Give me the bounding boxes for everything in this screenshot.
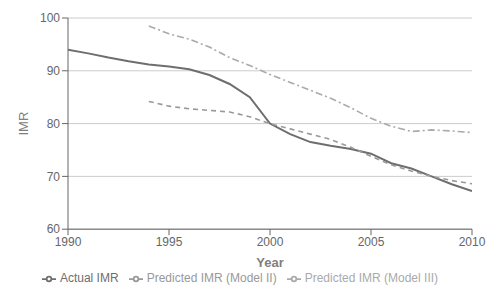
html-text:Actual IMR: Actual IMR xyxy=(59,271,119,286)
svg-text:100: 100 xyxy=(40,11,60,25)
svg-text:1995: 1995 xyxy=(156,235,183,249)
svg-text:Year: Year xyxy=(256,255,283,270)
svg-text:2000: 2000 xyxy=(257,235,284,249)
html-text:Predicted IMR (Model III): Predicted IMR (Model III) xyxy=(304,271,438,286)
svg-text:IMR: IMR xyxy=(16,112,31,136)
svg-text:2010: 2010 xyxy=(459,235,486,249)
svg-text:70: 70 xyxy=(47,170,61,184)
svg-text:60: 60 xyxy=(47,222,61,236)
html-text:Predicted IMR (Model II): Predicted IMR (Model II) xyxy=(146,271,277,286)
svg-text:80: 80 xyxy=(47,117,61,131)
svg-text:2005: 2005 xyxy=(358,235,385,249)
svg-text:90: 90 xyxy=(47,64,61,78)
svg-text:1990: 1990 xyxy=(55,235,82,249)
